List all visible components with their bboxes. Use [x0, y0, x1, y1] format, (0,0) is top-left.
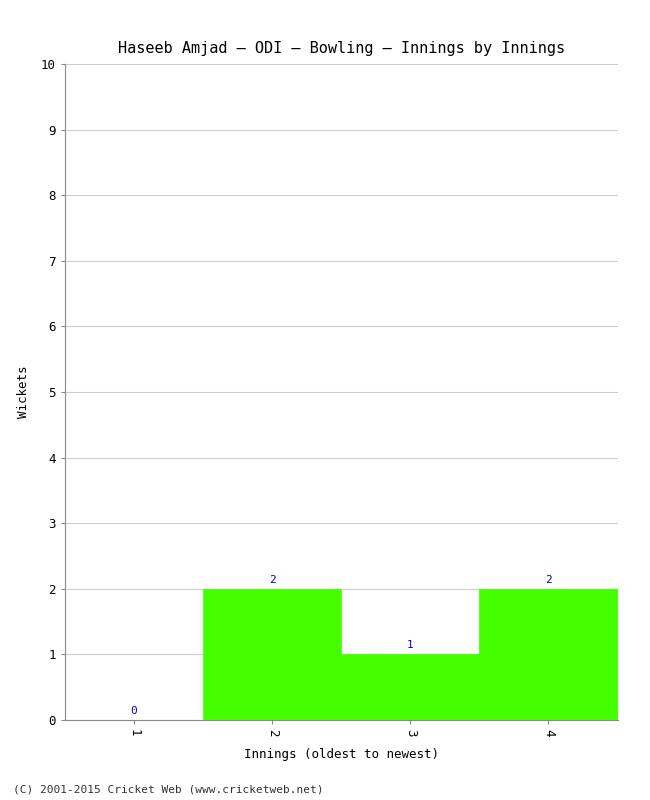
Text: 2: 2 — [545, 574, 552, 585]
Bar — [203, 589, 341, 720]
Bar — [341, 654, 480, 720]
Y-axis label: Wickets: Wickets — [17, 366, 30, 418]
Text: (C) 2001-2015 Cricket Web (www.cricketweb.net): (C) 2001-2015 Cricket Web (www.cricketwe… — [13, 784, 324, 794]
Text: 1: 1 — [407, 640, 413, 650]
X-axis label: Innings (oldest to newest): Innings (oldest to newest) — [244, 748, 439, 761]
Text: 0: 0 — [131, 706, 137, 716]
Title: Haseeb Amjad – ODI – Bowling – Innings by Innings: Haseeb Amjad – ODI – Bowling – Innings b… — [118, 41, 565, 56]
Text: 2: 2 — [269, 574, 276, 585]
Bar — [480, 589, 618, 720]
